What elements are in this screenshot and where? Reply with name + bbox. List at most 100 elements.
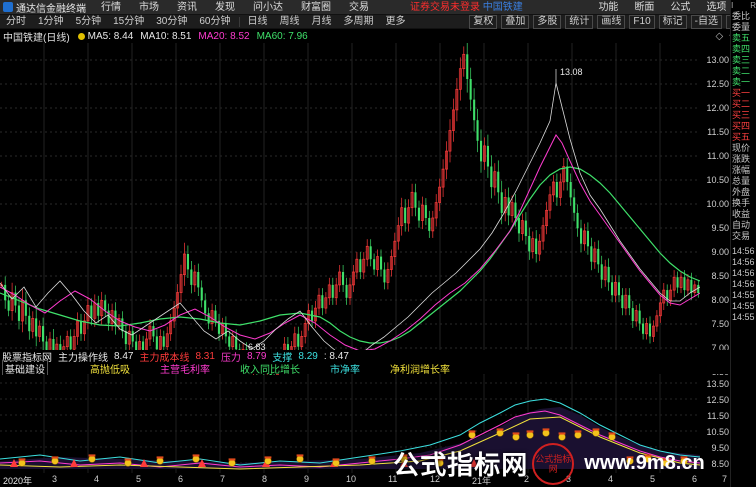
price-tick-5: 10.50	[706, 175, 729, 185]
price-axis: 13.00 12.50 12.00 11.50 11.00 10.50 10.0…	[700, 43, 730, 393]
sector-label[interactable]: 基础建设	[2, 359, 48, 377]
side-time-4: 14:55	[732, 290, 755, 300]
sub-tick-4: 9.50	[711, 443, 729, 453]
period-item-1[interactable]: 1分钟	[38, 15, 64, 27]
side-item-9[interactable]: 买三	[732, 110, 751, 120]
tag-4[interactable]: 净利润增长率	[390, 364, 450, 376]
side-time-3: 14:56	[732, 279, 755, 289]
side-item-5[interactable]: 卖二	[732, 66, 751, 76]
side-item-4[interactable]: 卖三	[732, 55, 751, 65]
menu-item-2[interactable]: 资讯	[177, 1, 197, 13]
indicator-value-3: 8.29	[298, 351, 318, 362]
menu-item-6[interactable]: 交易	[349, 1, 369, 13]
toolbar-right-4[interactable]: 画线	[597, 14, 626, 29]
price-tick-9: 8.50	[711, 271, 729, 281]
side-panel-head-right: R	[750, 1, 756, 10]
menu-item-5[interactable]: 财富圈	[301, 1, 331, 13]
period-toolbar: 分时 1分钟 5分钟 15分钟 30分钟 60分钟 日线 周线 月线 多周期 更…	[0, 14, 756, 29]
side-time-2: 14:56	[732, 268, 755, 278]
toolbar-right-5[interactable]: F10	[629, 14, 655, 29]
side-item-18[interactable]: 收益	[732, 209, 751, 219]
app-logo-icon	[3, 2, 13, 12]
price-tick-12: 7.00	[711, 343, 729, 353]
side-item-10[interactable]: 买四	[732, 121, 751, 131]
login-notice-stock: 中国铁建	[482, 2, 523, 13]
period-item-0[interactable]: 分时	[6, 15, 26, 27]
period-item-8[interactable]: 月线	[311, 15, 332, 27]
side-item-19[interactable]: 自动	[732, 220, 751, 230]
period-item-3[interactable]: 15分钟	[113, 15, 145, 27]
side-time-1: 14:56	[732, 257, 755, 267]
menu-right-1[interactable]: 断面	[634, 1, 655, 13]
date-tick-14: 5	[650, 474, 656, 484]
date-tick-10: 21年	[472, 476, 492, 486]
period-item-6[interactable]: 日线	[247, 15, 268, 27]
period-item-9[interactable]: 多周期	[343, 15, 374, 27]
price-tick-0: 13.00	[706, 55, 729, 65]
side-item-0[interactable]: 委比	[732, 11, 751, 21]
tag-3[interactable]: 市净率	[330, 364, 360, 376]
side-item-15[interactable]: 总量	[732, 176, 751, 186]
menu-right-2[interactable]: 公式	[670, 1, 691, 13]
menu-item-1[interactable]: 市场	[139, 1, 159, 13]
side-item-11[interactable]: 买五	[732, 132, 751, 142]
menu-item-4[interactable]: 问小达	[253, 1, 283, 13]
menu-item-0[interactable]: 行情	[101, 1, 121, 13]
toolbar-right-6[interactable]: 标记	[658, 14, 687, 29]
menu-right-0[interactable]: 功能	[598, 1, 619, 13]
main-kline-chart[interactable]: 13.08 6.83 买 湖 卖 财	[0, 43, 700, 393]
toolbar-right-7[interactable]: -自选	[690, 14, 722, 29]
menu-right-3[interactable]: 选项	[706, 1, 727, 13]
price-tick-8: 9.00	[711, 247, 729, 257]
side-item-6[interactable]: 卖一	[732, 77, 751, 87]
side-item-1[interactable]: 委量	[732, 22, 751, 32]
side-item-8[interactable]: 买二	[732, 99, 751, 109]
sub-tick-1: 12.50	[706, 395, 729, 405]
side-item-13[interactable]: 涨跌	[732, 154, 751, 164]
side-item-17[interactable]: 换手	[732, 198, 751, 208]
stock-name[interactable]: 中国铁建(日线)	[3, 32, 70, 44]
date-axis: 2020年 3 4 5 6 7 8 9 10 11 12 21年 2 3 4 5…	[0, 473, 730, 487]
side-item-14[interactable]: 涨幅	[732, 165, 751, 175]
toolbar-right-3[interactable]: 统计	[565, 14, 594, 29]
menu-item-3[interactable]: 发现	[215, 1, 235, 13]
login-notice: 证券交易未登录 中国铁建	[410, 0, 523, 15]
ma10-label: MA10: 8.51	[140, 30, 192, 42]
date-tick-13: 4	[608, 474, 614, 484]
diamond-icon[interactable]: ◇	[715, 30, 724, 42]
period-item-10[interactable]: 更多	[385, 15, 406, 27]
sub-axis: 13.50 12.50 11.50 10.50 9.50 8.50	[700, 375, 730, 473]
period-item-4[interactable]: 30分钟	[156, 15, 188, 27]
toolbar-right-2[interactable]: 多股	[533, 14, 562, 29]
price-tick-3: 11.50	[707, 127, 729, 137]
toolbar-right-group: 复权 叠加 多股 统计 画线 F10 标记 -自选 返回	[467, 14, 756, 29]
sub-indicator-chart[interactable]	[0, 375, 700, 473]
indicator-header: 股票指标网 主力操作线 8.47 主力成本线 8.31 压力 8.79 支撑 8…	[0, 350, 730, 364]
price-tick-10: 8.00	[711, 295, 729, 305]
indicator-title: 主力操作线	[58, 353, 108, 364]
ma5-label: MA5: 8.44	[87, 30, 134, 42]
date-tick-5: 8	[262, 474, 268, 484]
tag-0[interactable]: 高抛低吸	[90, 364, 130, 376]
indicator-label-2: 压力	[220, 353, 241, 364]
tag-2[interactable]: 收入同比增长	[240, 364, 300, 376]
toolbar-right-0[interactable]: 复权	[469, 14, 498, 29]
side-item-2[interactable]: 卖五	[732, 33, 751, 43]
tag-1[interactable]: 主营毛利率	[160, 364, 210, 376]
period-item-7[interactable]: 周线	[279, 15, 300, 27]
side-item-20[interactable]: 交易	[732, 231, 751, 241]
side-time-5: 14:55	[732, 301, 755, 311]
top-menu-bar: 通达信金融终端 行情 市场 资讯 发现 问小达 财富圈 交易 证券交易未登录 中…	[0, 0, 756, 15]
date-tick-0: 3	[52, 474, 58, 484]
side-item-16[interactable]: 外盘	[732, 187, 751, 197]
quote-side-panel: Ⅰ R 委比 委量 卖五 卖四 卖三 卖二 卖一 买一 买二 买三 买四 买五 …	[730, 0, 756, 487]
toolbar-right-1[interactable]: 叠加	[501, 14, 530, 29]
period-item-5[interactable]: 60分钟	[199, 15, 231, 27]
price-tick-7: 9.50	[711, 223, 729, 233]
date-tick-3: 6	[178, 474, 184, 484]
date-axis-ticks: 3 4 5 6 7 8 9 10 11 12 21年 2 3 4 5 6 7	[32, 473, 730, 487]
side-item-3[interactable]: 卖四	[732, 44, 751, 54]
period-item-2[interactable]: 5分钟	[75, 15, 102, 27]
side-item-12[interactable]: 现价	[732, 143, 751, 153]
side-item-7[interactable]: 买一	[732, 88, 751, 98]
